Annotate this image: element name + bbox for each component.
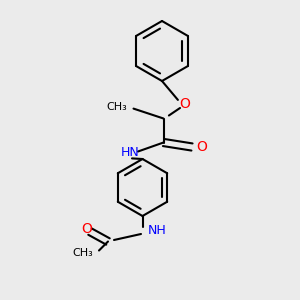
Text: O: O: [81, 222, 92, 236]
Text: NH: NH: [148, 224, 167, 238]
Text: CH₃: CH₃: [107, 102, 128, 112]
Text: HN: HN: [121, 146, 140, 160]
Text: O: O: [179, 97, 190, 110]
Text: CH₃: CH₃: [72, 248, 93, 259]
Text: O: O: [196, 140, 207, 154]
